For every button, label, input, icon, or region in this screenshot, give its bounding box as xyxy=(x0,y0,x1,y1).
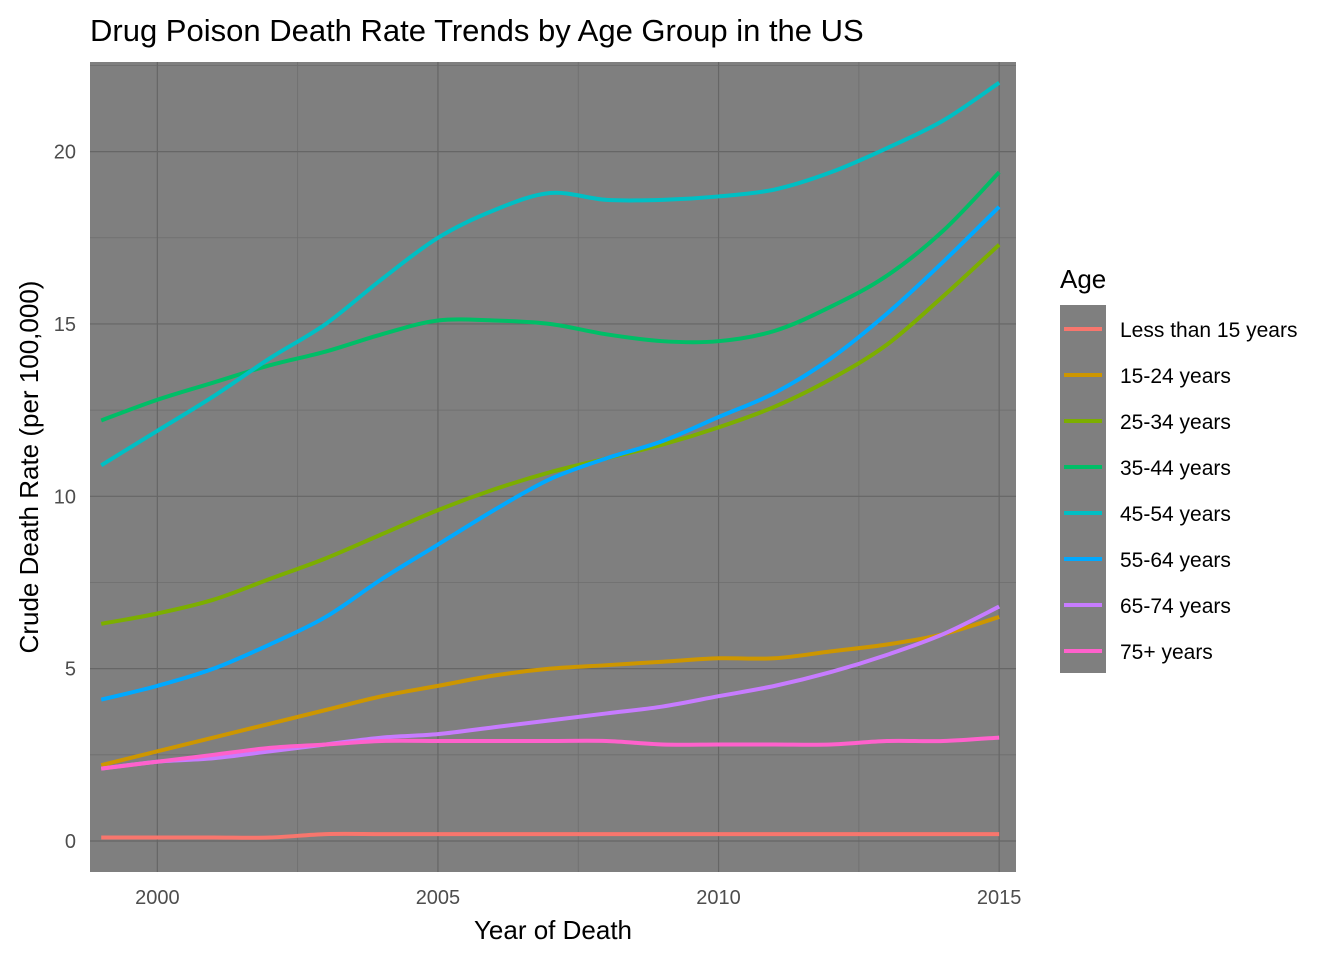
y-tick-label: 20 xyxy=(54,142,76,164)
y-tick-label: 0 xyxy=(65,831,76,853)
y-axis-title: Crude Death Rate (per 100,000) xyxy=(14,281,44,654)
legend-label-5: 55-64 years xyxy=(1120,549,1231,572)
series-line-2 xyxy=(100,243,1001,626)
legend-label-6: 65-74 years xyxy=(1120,595,1231,618)
x-axis-tick-labels: 2000 2005 2010 2015 xyxy=(135,887,1021,909)
legend: Age Less than 15 years 15-24 years 25-34 y… xyxy=(1060,264,1297,673)
x-tick-label: 2005 xyxy=(416,887,461,909)
legend-title: Age xyxy=(1060,264,1106,294)
x-tick-label: 2015 xyxy=(977,887,1022,909)
legend-label-3: 35-44 years xyxy=(1120,457,1231,480)
chart-title: Drug Poison Death Rate Trends by Age Gro… xyxy=(90,13,864,48)
legend-label-4: 45-54 years xyxy=(1120,503,1231,526)
legend-keys-background xyxy=(1060,305,1106,673)
series-line-0 xyxy=(101,831,1000,840)
legend-items: Less than 15 years 15-24 years 25-34 years… xyxy=(1064,319,1297,664)
legend-label-7: 75+ years xyxy=(1120,641,1213,664)
series-line-5 xyxy=(100,205,1001,702)
x-tick-label: 2010 xyxy=(696,887,741,909)
y-axis-tick-labels: 0 5 10 15 20 xyxy=(54,142,76,853)
legend-label-1: 15-24 years xyxy=(1120,365,1231,388)
plot-panel xyxy=(90,62,1016,872)
legend-label-0: Less than 15 years xyxy=(1120,319,1297,342)
series-line-3 xyxy=(100,170,1001,423)
x-axis-title: Year of Death xyxy=(474,915,632,945)
y-tick-label: 10 xyxy=(54,486,76,508)
x-tick-label: 2000 xyxy=(135,887,180,909)
series-line-6 xyxy=(100,604,1001,771)
legend-label-2: 25-34 years xyxy=(1120,411,1231,434)
series-line-1 xyxy=(100,615,1000,768)
series-lines xyxy=(100,81,1001,840)
y-tick-label: 5 xyxy=(65,659,76,681)
series-line-7 xyxy=(100,735,1000,771)
y-tick-label: 15 xyxy=(54,314,76,336)
series-line-4 xyxy=(100,81,1001,467)
